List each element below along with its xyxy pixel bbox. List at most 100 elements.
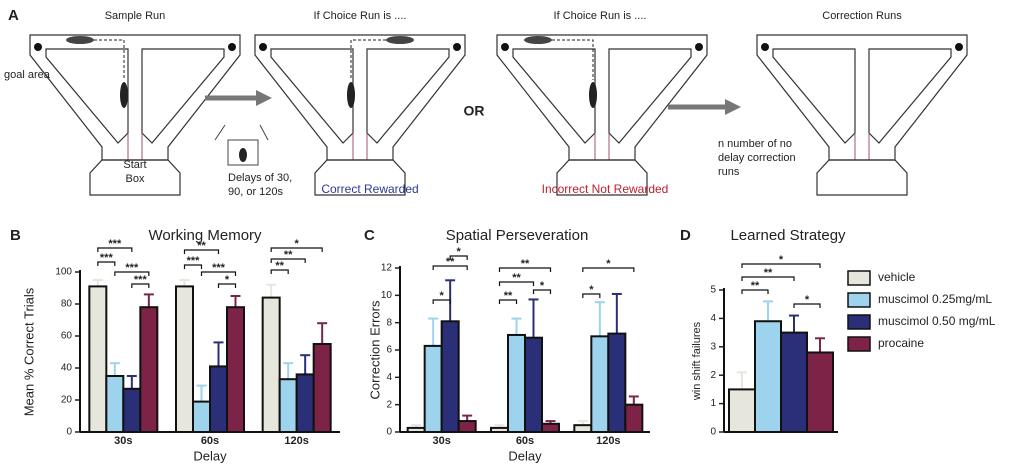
- bar: [226, 306, 245, 434]
- significance-bracket: [498, 281, 535, 286]
- bar: [590, 335, 610, 434]
- legend-label: procaine: [878, 336, 924, 350]
- y-tick-label: 2: [386, 399, 392, 410]
- legend-swatch: [847, 292, 871, 308]
- significance-label: **: [275, 260, 284, 272]
- x-tick-label: 60s: [201, 435, 219, 447]
- x-tick-label: 120s: [284, 435, 308, 447]
- correction-note: delay correction: [718, 152, 796, 164]
- bar: [278, 378, 298, 434]
- bar: [122, 387, 142, 433]
- correction-note: runs: [718, 166, 740, 178]
- significance-bracket: [449, 255, 468, 260]
- significance-bracket: [183, 264, 203, 269]
- chart-title: Learned Strategy: [730, 227, 846, 244]
- or-label: OR: [464, 103, 485, 119]
- run-title: Correction Runs: [822, 10, 902, 22]
- start-box-label: Start: [123, 159, 146, 171]
- significance-bracket: [183, 249, 220, 254]
- incorrect-label: Incorrect Not Rewarded: [542, 182, 669, 196]
- chart-title: Working Memory: [148, 227, 262, 244]
- bar: [139, 306, 159, 434]
- legend-swatch: [847, 270, 871, 286]
- correction-note: n number of no: [718, 138, 792, 150]
- y-tick-label: 4: [710, 313, 716, 324]
- significance-bracket: [217, 283, 237, 288]
- legend-label: muscimol 0.50 mg/mL: [878, 314, 996, 328]
- chart-title: Spatial Perseveration: [446, 227, 589, 244]
- panel-label: D: [680, 227, 691, 244]
- run-title: Sample Run: [105, 10, 166, 22]
- bar: [780, 331, 808, 434]
- maze: [496, 34, 708, 196]
- y-tick-label: 1: [710, 398, 716, 409]
- significance-bracket: [741, 263, 821, 268]
- run-title: If Choice Run is ....: [554, 10, 647, 22]
- significance-bracket: [131, 283, 150, 288]
- panel-a: A Sample Run If Choice Run is .... If Ch…: [4, 7, 968, 198]
- bar: [105, 375, 125, 433]
- significance-bracket: [532, 289, 552, 294]
- legend-swatch: [847, 336, 871, 352]
- x-axis-label: Delay: [193, 448, 227, 463]
- significance-bracket: [432, 265, 468, 270]
- bar: [209, 365, 228, 433]
- legend-label: muscimol 0.25mg/mL: [878, 292, 992, 306]
- significance-label: **: [197, 240, 206, 252]
- charts: B Working Memory Mean % Correct Trials Dela…: [10, 227, 996, 463]
- panel-label: C: [364, 227, 375, 244]
- bar: [261, 296, 281, 433]
- panel-label: B: [10, 227, 21, 244]
- significance-label: **: [504, 290, 513, 302]
- delay-label: Delays of 30,: [228, 172, 292, 184]
- x-tick-label: 120s: [596, 435, 620, 447]
- significance-bracket: [270, 258, 306, 263]
- y-tick-label: 10: [381, 290, 393, 301]
- arrows: [205, 90, 741, 115]
- significance-bracket: [741, 289, 769, 294]
- bar: [423, 344, 443, 433]
- delay-label: 90, or 120s: [228, 186, 284, 198]
- significance-bracket: [741, 276, 795, 281]
- significance-bracket: [582, 293, 601, 298]
- significance-label: ***: [100, 252, 114, 264]
- maze: [29, 34, 241, 196]
- y-tick-label: 3: [710, 341, 716, 352]
- y-axis-label: Mean % Correct Trials: [21, 287, 36, 416]
- panel-label: A: [8, 7, 19, 24]
- y-tick-label: 100: [55, 267, 72, 278]
- y-tick-label: 0: [710, 427, 716, 438]
- y-tick-label: 80: [61, 299, 73, 310]
- bar: [507, 333, 526, 434]
- significance-label: **: [751, 280, 760, 292]
- significance-label: *: [606, 258, 611, 270]
- y-tick-label: 6: [386, 345, 392, 356]
- bar: [457, 420, 477, 434]
- legend-swatch: [847, 314, 871, 330]
- significance-label: ***: [187, 255, 201, 267]
- y-tick-label: 12: [381, 263, 393, 274]
- significance-label: *: [457, 246, 462, 258]
- legend-label: vehicle: [878, 270, 916, 284]
- significance-label: *: [440, 290, 445, 302]
- significance-bracket: [270, 269, 289, 274]
- significance-bracket: [582, 267, 635, 272]
- x-tick-label: 30s: [432, 435, 450, 447]
- bar: [806, 351, 834, 434]
- bar: [624, 403, 644, 433]
- y-tick-label: 4: [386, 372, 392, 383]
- significance-label: *: [540, 280, 545, 292]
- y-tick-label: 0: [66, 427, 72, 438]
- bar: [573, 424, 593, 433]
- x-axis-label: Delay: [508, 448, 542, 463]
- bar: [728, 388, 756, 433]
- y-tick-label: 0: [386, 427, 392, 438]
- significance-label: ***: [125, 262, 139, 274]
- significance-bracket: [200, 271, 237, 276]
- y-tick-label: 40: [61, 363, 73, 374]
- bar: [524, 336, 543, 434]
- significance-label: *: [295, 238, 300, 250]
- bar: [175, 285, 194, 433]
- y-tick-label: 2: [710, 370, 716, 381]
